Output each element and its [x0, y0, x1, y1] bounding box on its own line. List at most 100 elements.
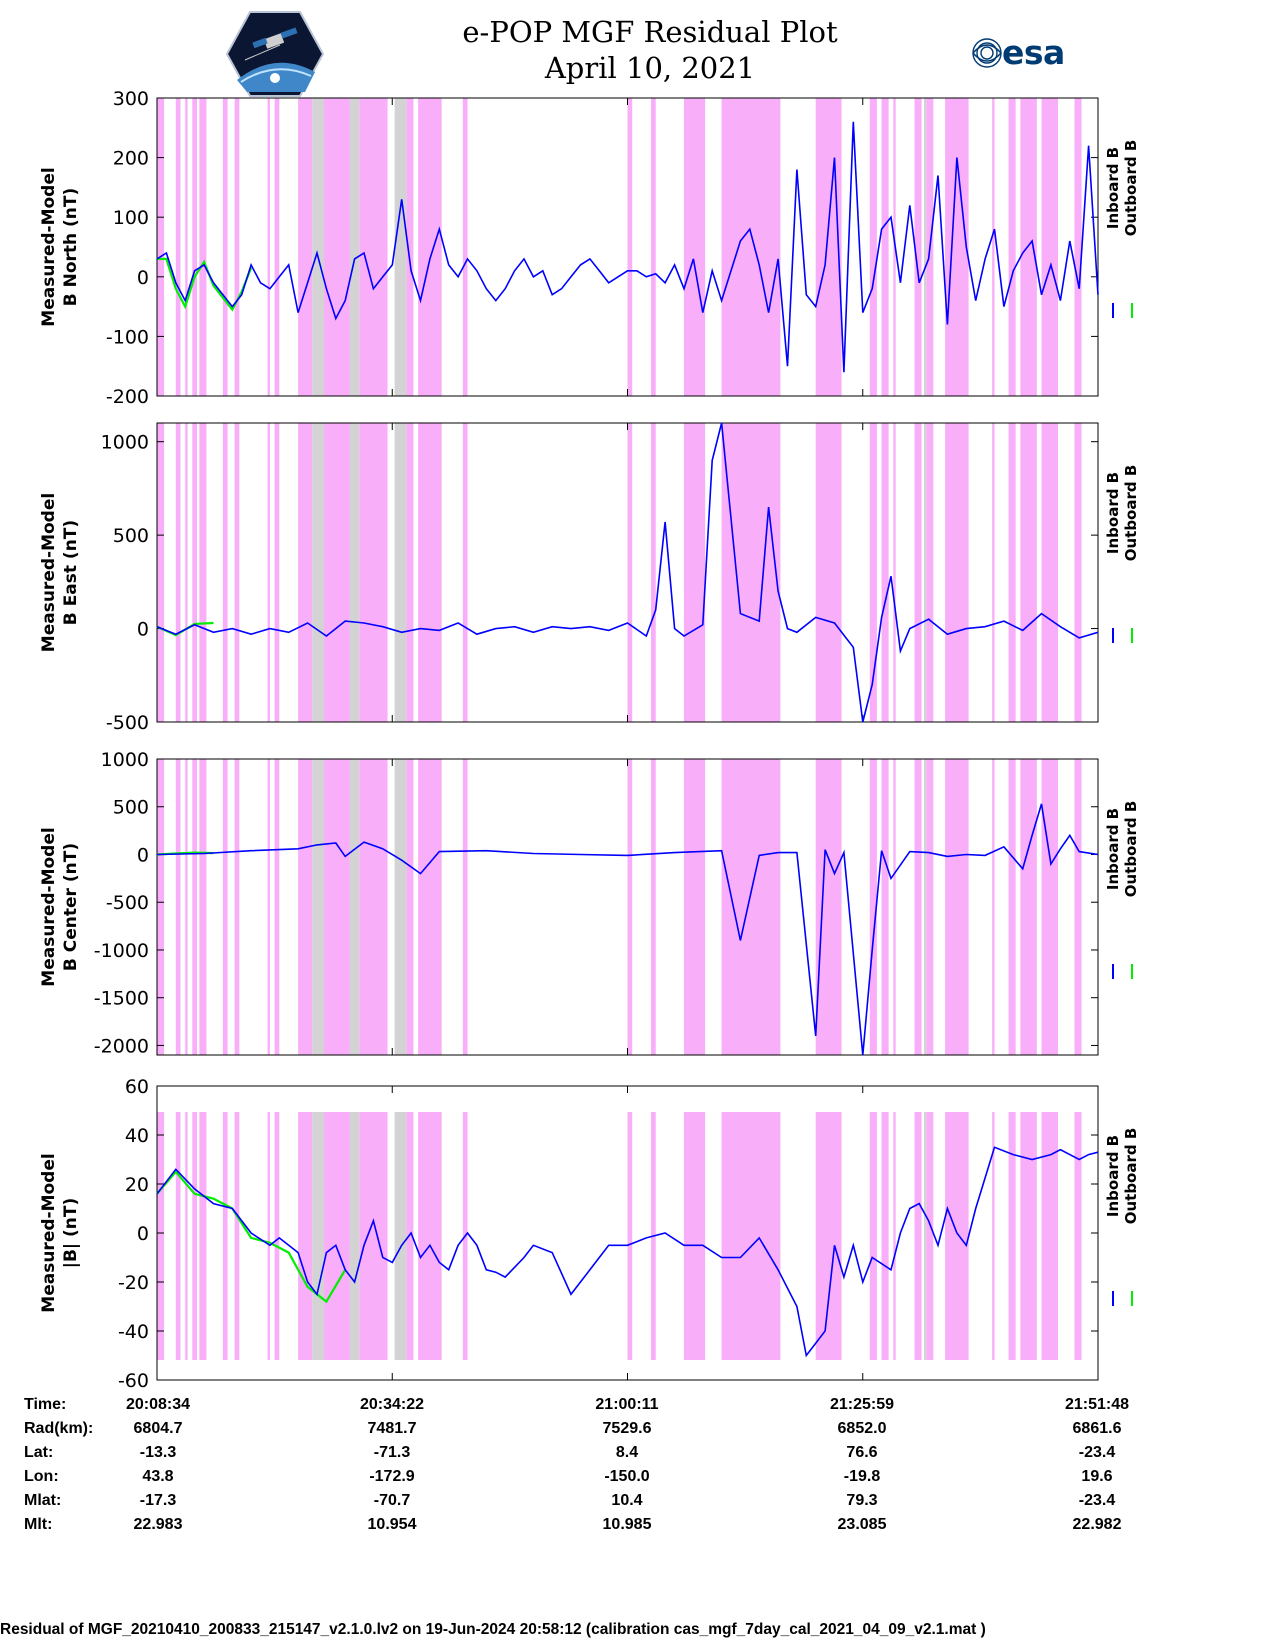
info-row-label: Mlt:: [24, 1516, 53, 1533]
y-axis-label-line-2: B East (nT): [61, 520, 81, 625]
shade-region: [175, 759, 181, 1055]
y-axis-label: Measured-Model B North (nT): [39, 167, 81, 326]
shade-region: [992, 98, 995, 396]
shade-region-gray: [349, 423, 360, 722]
shade-region: [267, 759, 270, 1055]
shade-region: [157, 1112, 165, 1360]
series-line-inboard: [156, 121, 1099, 373]
legend-label-outboard: Outboard B: [1122, 1128, 1140, 1225]
shade-region: [185, 423, 188, 722]
shade-region: [234, 759, 240, 1055]
y-axis-label-line-1: Measured-Model: [39, 1153, 59, 1312]
info-cell: -23.4: [1078, 1492, 1116, 1509]
shade-region: [869, 1112, 877, 1360]
info-cell: 22.982: [1072, 1516, 1122, 1533]
shade-region-gray: [349, 759, 360, 1055]
shade-region: [267, 98, 270, 396]
info-cell: -71.3: [373, 1444, 411, 1461]
shade-region: [406, 98, 414, 396]
shade-region: [881, 423, 889, 722]
shade-region-gray: [349, 98, 360, 396]
shade-region-gray: [923, 759, 927, 1055]
panel-4: -60 -40 -20 0 20 40 60 Measured-Model |B| (nT) In…: [39, 1076, 1140, 1392]
info-cell: 19.6: [1081, 1468, 1113, 1485]
shade-region: [721, 759, 781, 1055]
shade-region: [1008, 423, 1016, 722]
shade-region: [721, 1112, 781, 1360]
panel-3: -2000 -1500 -1000 -500 0 500 1000 Measured-Mode…: [39, 749, 1140, 1057]
y-axis-label-line-1: Measured-Model: [39, 493, 59, 652]
shade-region: [683, 759, 706, 1055]
shade-region: [418, 1112, 442, 1360]
y-tick-label: 300: [113, 88, 149, 110]
shade-region: [222, 1112, 228, 1360]
shade-region-gray: [394, 98, 407, 396]
y-tick-label: 0: [137, 619, 149, 641]
shade-region: [157, 423, 165, 722]
shade-region: [462, 98, 468, 396]
y-tick-label: 0: [137, 844, 149, 866]
shade-region: [175, 423, 181, 722]
shade-region: [1074, 423, 1082, 722]
series-line-inboard: [156, 1146, 1099, 1358]
shade-region: [1074, 1112, 1082, 1360]
shade-region: [893, 759, 896, 1055]
legend: Inboard B Outboard B: [1104, 1128, 1140, 1306]
shade-region: [234, 423, 240, 722]
shade-region: [267, 423, 270, 722]
shade-region: [1041, 1112, 1059, 1360]
y-tick-label: 0: [137, 267, 149, 289]
info-cell: -19.8: [843, 1468, 881, 1485]
legend-label-outboard: Outboard B: [1122, 801, 1140, 898]
shade-region: [651, 759, 656, 1055]
y-tick-label: -40: [118, 1321, 149, 1343]
shade-region: [869, 98, 877, 396]
shade-region: [1020, 423, 1037, 722]
shade-region: [192, 98, 197, 396]
legend: Inboard B Outboard B: [1104, 801, 1140, 979]
shade-region: [324, 423, 350, 722]
shade-region: [815, 423, 842, 722]
shade-region: [175, 1112, 181, 1360]
shade-region: [1020, 759, 1037, 1055]
shade-region: [1008, 98, 1016, 396]
shade-region: [199, 423, 207, 722]
cassiope-logo: [225, 11, 325, 97]
shade-region: [199, 759, 207, 1055]
shade-region: [945, 759, 969, 1055]
shade-region: [192, 423, 197, 722]
info-cell: 6861.6: [1072, 1420, 1122, 1437]
legend: Inboard B Outboard B: [1104, 465, 1140, 643]
y-tick-label: 100: [113, 207, 149, 229]
title-line-1: e-POP MGF Residual Plot: [462, 15, 838, 49]
shade-region: [945, 98, 969, 396]
y-tick-label: -2000: [94, 1035, 149, 1057]
shade-region: [893, 423, 896, 722]
y-tick-label: -500: [106, 712, 149, 734]
y-tick-label: -1000: [94, 940, 149, 962]
y-tick-label: -500: [106, 892, 149, 914]
shade-region: [406, 1112, 414, 1360]
shade-region-gray: [394, 423, 407, 722]
info-cell: 10.954: [367, 1516, 417, 1533]
y-tick-label: 1000: [101, 432, 149, 454]
info-cell: -172.9: [369, 1468, 415, 1485]
shade-region: [175, 98, 181, 396]
legend-label-outboard: Outboard B: [1122, 140, 1140, 237]
shade-region: [1041, 423, 1059, 722]
shade-region: [992, 759, 995, 1055]
shade-region: [945, 1112, 969, 1360]
y-tick-label: 40: [125, 1125, 149, 1147]
shade-region: [274, 759, 280, 1055]
shade-region-gray: [312, 1112, 325, 1360]
info-cell: 79.3: [846, 1492, 878, 1509]
shade-region-gray: [923, 1112, 927, 1360]
shade-region: [914, 98, 922, 396]
shade-region: [274, 423, 280, 722]
legend-label-inboard: Inboard B: [1104, 808, 1122, 890]
esa-logo-text: esa: [1002, 33, 1065, 72]
shade-region: [298, 423, 313, 722]
info-cell: 22.983: [133, 1516, 183, 1533]
shade-region: [462, 423, 468, 722]
y-tick-label: -100: [106, 326, 149, 348]
